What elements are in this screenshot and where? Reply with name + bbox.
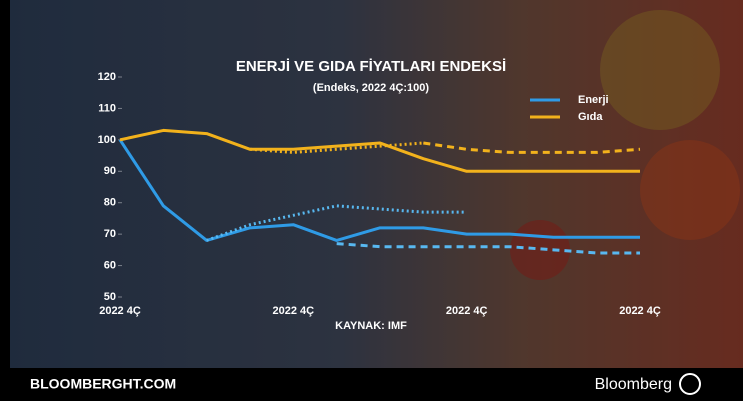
y-tick-label: 50 [104,291,116,303]
chart: ENERJİ VE GIDA FİYATLARI ENDEKSİ (Endeks… [0,0,743,401]
legend-label: Enerji [578,94,609,106]
y-tick-label: 90 [104,165,116,177]
x-tick-label: 2022 4Ç [619,305,661,317]
chart-subtitle: (Endeks, 2022 4Ç:100) [313,82,430,94]
footer-brand: Bloomberg [595,376,672,393]
y-tick-label: 80 [104,197,116,209]
y-tick-label: 70 [104,228,116,240]
chart-title: ENERJİ VE GIDA FİYATLARI ENDEKSİ [236,58,506,75]
x-tick-label: 2022 4Ç [446,305,488,317]
footer-site: BLOOMBERGHT.COM [30,376,176,392]
y-tick-label: 60 [104,259,116,271]
y-tick-label: 120 [98,71,116,83]
y-tick-label: 100 [98,134,116,146]
y-tick-label: 110 [98,102,116,114]
source: KAYNAK: IMF [335,320,407,332]
x-tick-label: 2022 4Ç [99,305,141,317]
legend-label: Gıda [578,111,603,123]
x-tick-label: 2022 4Ç [273,305,315,317]
